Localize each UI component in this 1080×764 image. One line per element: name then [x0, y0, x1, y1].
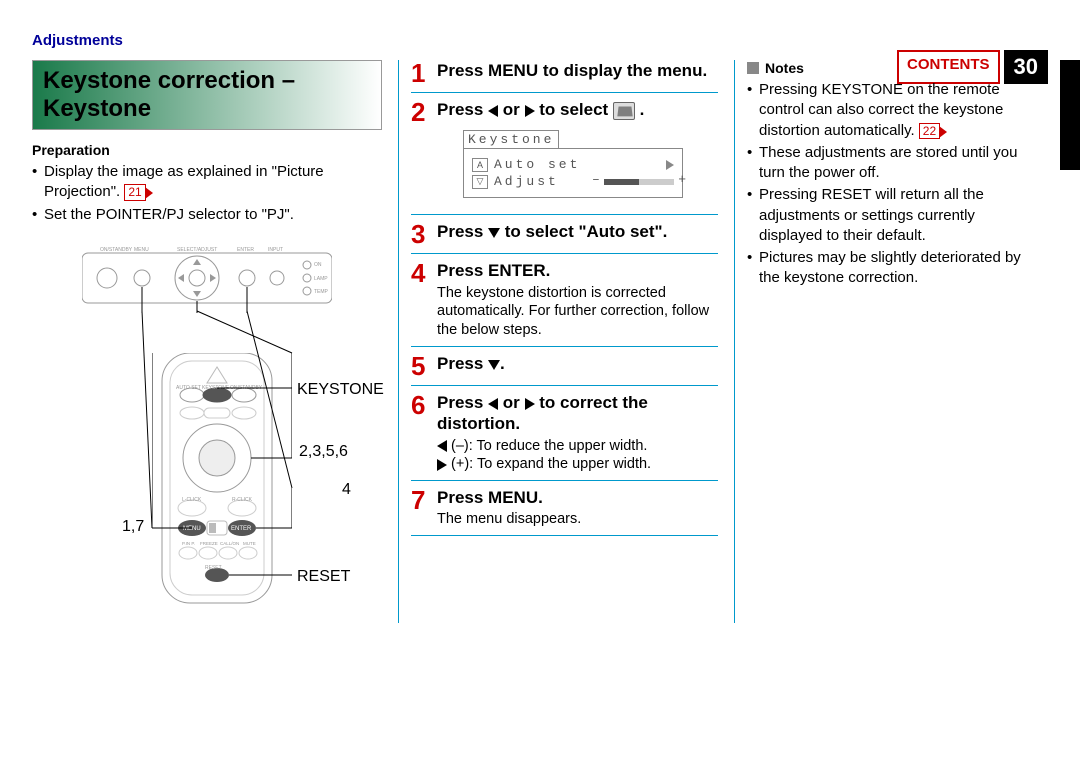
onscreen-menu: Keystone A Auto set ▽ Adjust — [463, 130, 683, 198]
step-number: 1 — [411, 60, 429, 86]
notes-column: Notes Pressing KEYSTONE on the remote co… — [734, 60, 1030, 623]
step-title: Press ENTER. — [437, 260, 718, 281]
section-label: Adjustments — [32, 32, 123, 49]
left-arrow-icon — [437, 440, 447, 452]
callout-4: 4 — [342, 481, 351, 499]
step-body: (–): To reduce the upper width. (+): To … — [437, 437, 718, 475]
down-arrow-icon — [488, 360, 500, 370]
callout-1-7: 1,7 — [122, 518, 144, 536]
prep-item: Set the POINTER/PJ selector to "PJ". — [32, 205, 382, 225]
callout-2356: 2,3,5,6 — [299, 443, 348, 461]
step-number: 4 — [411, 260, 429, 286]
notes-heading: Notes — [747, 60, 1030, 76]
step-number: 7 — [411, 487, 429, 513]
down-arrow-icon — [488, 228, 500, 238]
step-6: 6 Press or to correct the distortion. (–… — [411, 392, 718, 474]
step-2: 2 Press or to select . Keystone A Auto se… — [411, 99, 718, 198]
autoset-icon: A — [472, 158, 488, 172]
menu-item: Adjust — [494, 174, 559, 189]
menu-item: Auto set — [494, 157, 580, 172]
callout-reset: RESET — [297, 568, 350, 586]
right-arrow-icon — [525, 398, 535, 410]
note-item: Pressing RESET will return all the adjus… — [747, 185, 1030, 246]
notes-list: Pressing KEYSTONE on the remote control … — [747, 80, 1030, 289]
note-item: Pictures may be slightly deteriorated by… — [747, 248, 1030, 289]
slider-icon — [604, 179, 674, 185]
page-title: Keystone correction – Keystone — [32, 60, 382, 130]
callout-keystone: KEYSTONE — [297, 381, 384, 399]
step-title: Press . — [437, 353, 718, 374]
step-title: Press to select "Auto set". — [437, 221, 718, 242]
step-number: 6 — [411, 392, 429, 418]
step-3: 3 Press to select "Auto set". — [411, 221, 718, 247]
step-7: 7 Press MENU. The menu disappears. — [411, 487, 718, 529]
callout-lines — [32, 243, 382, 623]
right-arrow-icon — [437, 459, 447, 471]
step-title: Press MENU. — [437, 487, 718, 508]
step-title: Press or to select . — [437, 99, 718, 120]
preparation-heading: Preparation — [32, 142, 382, 158]
step-1: 1 Press MENU to display the menu. — [411, 60, 718, 86]
step-number: 2 — [411, 99, 429, 125]
preparation-list: Display the image as explained in "Pictu… — [32, 162, 382, 225]
note-item: Pressing KEYSTONE on the remote control … — [747, 80, 1030, 141]
note-item: These adjustments are stored until you t… — [747, 143, 1030, 184]
step-title: Press MENU to display the menu. — [437, 60, 718, 81]
left-arrow-icon — [488, 105, 498, 117]
step-4: 4 Press ENTER. The keystone distortion i… — [411, 260, 718, 340]
left-arrow-icon — [488, 398, 498, 410]
play-icon — [666, 160, 674, 170]
page-ref-22[interactable]: 22 — [919, 123, 940, 139]
step-number: 3 — [411, 221, 429, 247]
page-ref-21[interactable]: 21 — [124, 184, 145, 200]
keystone-icon — [613, 102, 635, 120]
step-5: 5 Press . — [411, 353, 718, 379]
step-body: The keystone distortion is corrected aut… — [437, 284, 718, 341]
step-body: The menu disappears. — [437, 510, 718, 529]
step-title: Press or to correct the distortion. — [437, 392, 718, 435]
side-tab — [1060, 60, 1080, 170]
remote-diagram: ON/STANDBY MENU SELECT/ADJUST ENTER INPU… — [32, 243, 382, 623]
right-arrow-icon — [525, 105, 535, 117]
step-number: 5 — [411, 353, 429, 379]
square-icon — [747, 62, 759, 74]
steps-column: 1 Press MENU to display the menu. 2 Pres… — [398, 60, 718, 623]
menu-tab: Keystone — [463, 130, 559, 148]
prep-item: Display the image as explained in "Pictu… — [32, 162, 382, 203]
adjust-icon: ▽ — [472, 175, 488, 189]
